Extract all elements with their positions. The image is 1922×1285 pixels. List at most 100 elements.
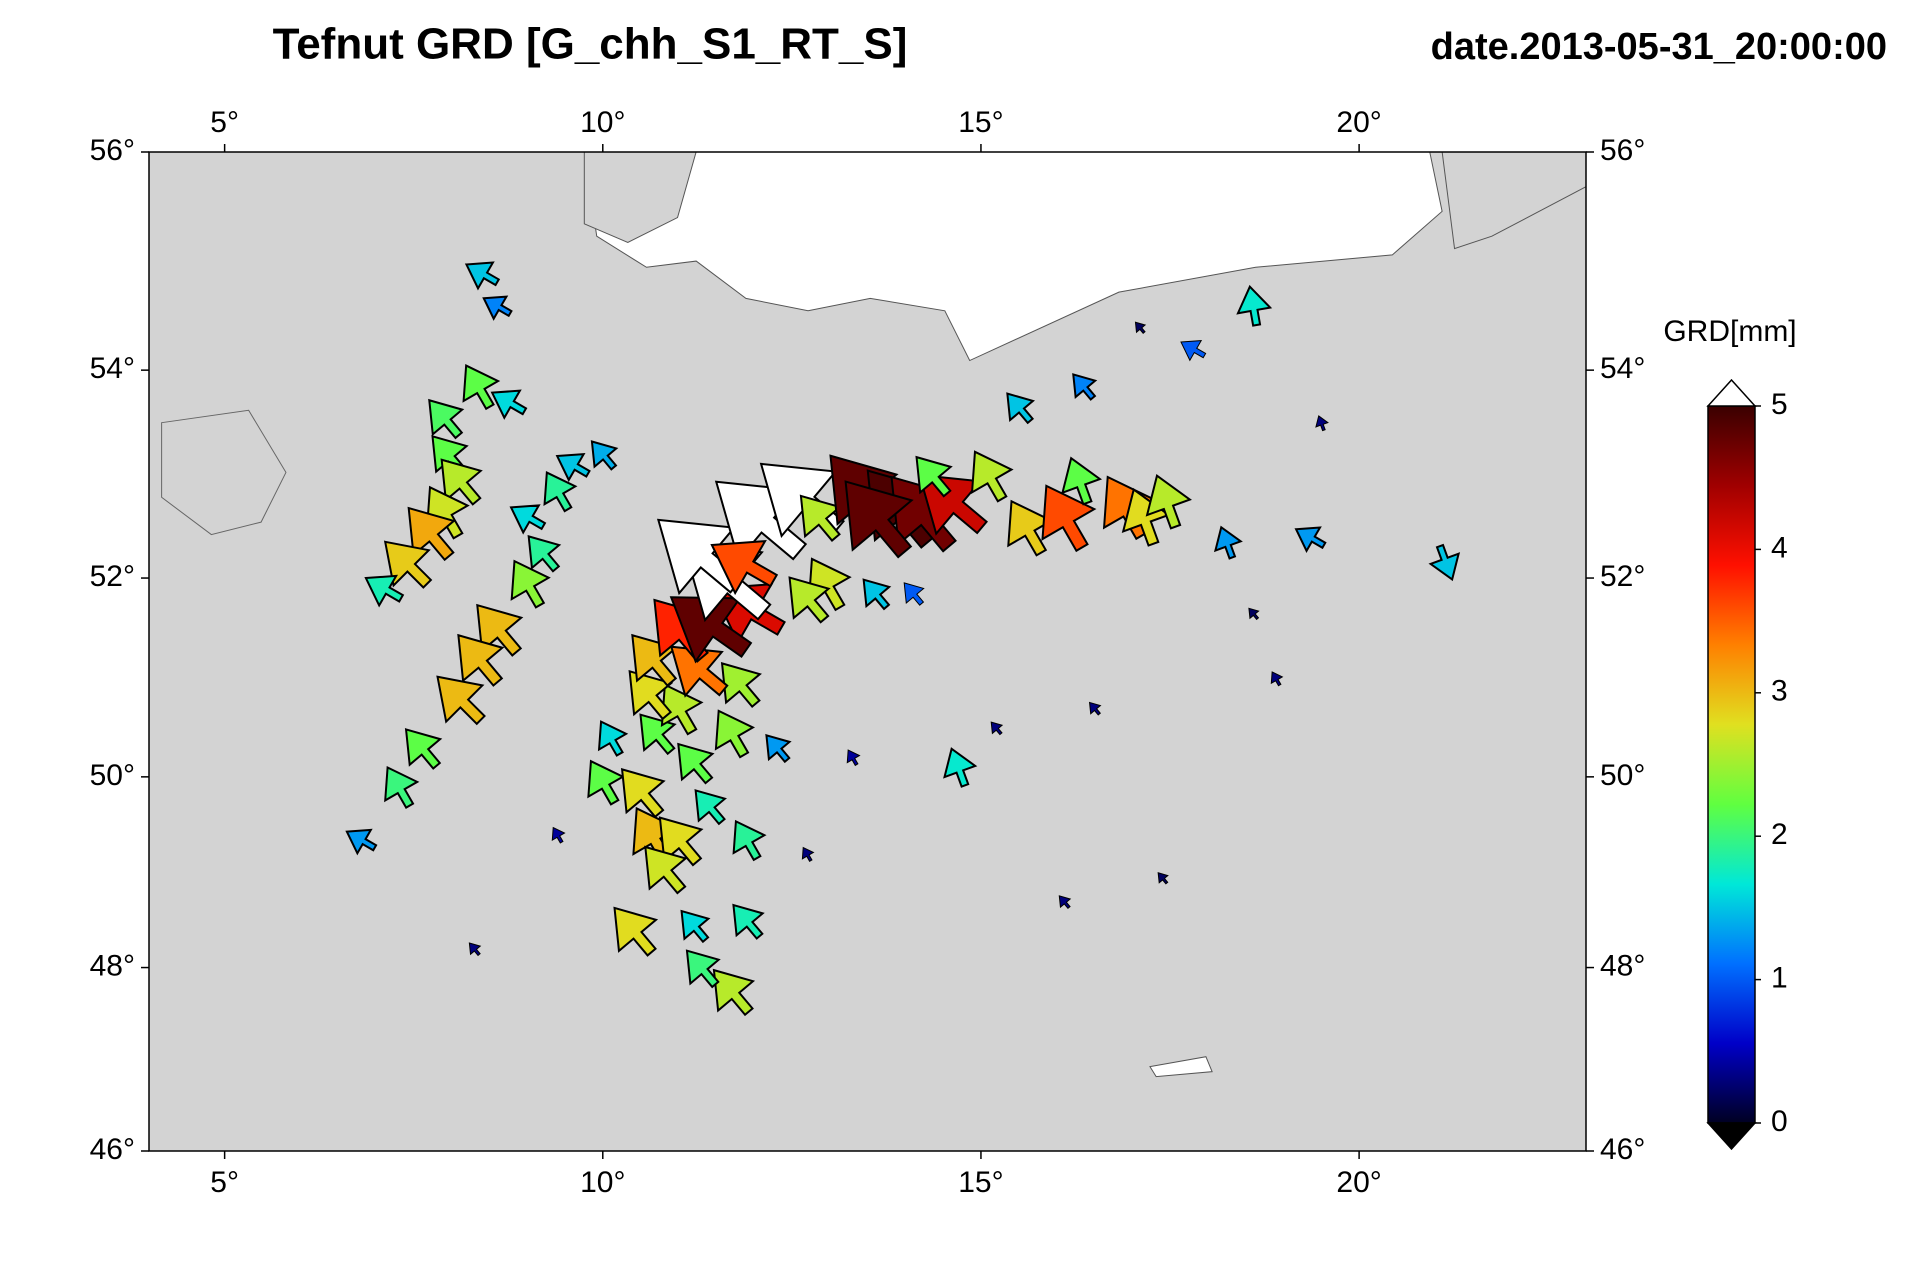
x-tick-label-top: 10° — [580, 106, 625, 139]
x-tick-label: 20° — [1336, 1166, 1381, 1199]
station-arrow — [644, 845, 688, 895]
station-arrow — [1213, 525, 1243, 560]
station-arrow — [765, 733, 792, 764]
x-tick-label-top: 20° — [1336, 106, 1381, 139]
y-tick-label: 52° — [90, 560, 135, 593]
station-arrow — [677, 742, 715, 785]
station-arrow — [590, 440, 619, 471]
station-arrow — [669, 645, 729, 698]
plot-frame — [148, 151, 1587, 1152]
land — [149, 152, 1586, 1151]
y-tick-label: 46° — [90, 1133, 135, 1166]
station-arrow — [1270, 671, 1284, 687]
station-arrow — [384, 765, 420, 809]
station-arrow — [613, 906, 659, 957]
station-arrow — [345, 828, 378, 856]
station-arrow — [1134, 321, 1147, 334]
station-arrow — [903, 582, 925, 606]
y-tick-label: 56° — [90, 134, 135, 167]
sea — [161, 152, 1586, 1078]
x-tick-label: 5° — [210, 1166, 239, 1199]
colorbar-tick-label: 3 — [1771, 675, 1788, 708]
y-tick-label-right: 52° — [1600, 560, 1645, 593]
station-arrow — [1006, 392, 1036, 425]
denmark — [583, 152, 697, 243]
station-arrow — [990, 721, 1004, 736]
date: date.2013-05-31_20:00:00 — [1431, 26, 1887, 68]
station-arrow — [639, 713, 677, 756]
y-tick-label-right: 56° — [1600, 134, 1645, 167]
station-arrow — [720, 662, 762, 709]
station-arrow — [680, 909, 711, 944]
station-arrow — [714, 709, 756, 759]
station-arrow — [468, 942, 482, 957]
station-arrow — [712, 968, 756, 1017]
station-arrow — [597, 720, 629, 757]
colorbar-tick-label: 2 — [1771, 818, 1788, 851]
station-arrow — [457, 633, 505, 687]
station-arrow — [543, 470, 578, 513]
colorbar-label: GRD[mm] — [1663, 315, 1796, 348]
station-arrow — [482, 295, 513, 321]
y-tick-label: 50° — [90, 759, 135, 792]
station-arrow — [1294, 526, 1327, 553]
colorbar-tick-label: 5 — [1771, 388, 1788, 421]
station-arrow — [970, 450, 1014, 503]
station-arrow — [404, 728, 443, 770]
x-tick-label: 10° — [580, 1166, 625, 1199]
y-tick-label-right: 46° — [1600, 1133, 1645, 1166]
x-tick-label-top: 15° — [958, 106, 1003, 139]
colorbar-under — [1706, 1122, 1757, 1151]
station-arrow — [1072, 373, 1098, 401]
station-arrow — [464, 261, 501, 291]
y-tick-label-right: 48° — [1600, 949, 1645, 982]
station-arrow — [1145, 474, 1192, 530]
colorbar-tick-label: 1 — [1771, 962, 1788, 995]
station-arrow — [1088, 701, 1102, 716]
x-tick-label-top: 5° — [210, 106, 239, 139]
station-arrow — [490, 389, 528, 420]
station-arrow — [788, 576, 831, 624]
station-arrow — [509, 504, 547, 535]
station-arrow — [685, 949, 721, 989]
station-arrow — [732, 819, 767, 862]
coast — [1441, 152, 1586, 250]
arrows — [345, 261, 1461, 1017]
station-arrow — [527, 535, 562, 573]
y-tick-label-right: 50° — [1600, 759, 1645, 792]
y-tick-label: 48° — [90, 949, 135, 982]
station-arrow — [943, 747, 978, 788]
station-arrow — [1180, 340, 1207, 362]
station-arrow — [1428, 543, 1461, 582]
colorbar-over — [1706, 378, 1757, 407]
station-arrow — [915, 455, 953, 498]
x-tick-label: 15° — [958, 1166, 1003, 1199]
station-arrow — [1236, 284, 1273, 327]
station-arrow — [510, 559, 551, 609]
station-arrow — [555, 452, 591, 483]
station-arrow — [1157, 872, 1169, 885]
station-arrow — [436, 675, 486, 726]
station-arrow — [710, 540, 779, 596]
station-arrow — [1248, 607, 1260, 621]
colorbar-tick-label: 0 — [1771, 1105, 1788, 1138]
station-arrow — [862, 578, 892, 611]
colorbar-tick-label: 4 — [1771, 531, 1788, 564]
station-arrow — [551, 826, 566, 844]
station-arrow — [1315, 415, 1329, 432]
station-arrow — [587, 759, 626, 806]
y-tick-label-right: 54° — [1600, 352, 1645, 385]
lake — [1149, 1056, 1213, 1078]
station-arrow — [620, 767, 666, 819]
title: Tefnut GRD [G_chh_S1_RT_S] — [273, 20, 908, 69]
station-arrow — [364, 574, 405, 608]
station-arrow — [462, 364, 501, 411]
netherlands-coast — [161, 409, 287, 536]
station-arrow — [1061, 456, 1103, 506]
y-tick-label: 54° — [90, 352, 135, 385]
station-arrow — [694, 789, 727, 826]
station-arrow — [1058, 895, 1072, 910]
station-arrow — [732, 903, 765, 940]
